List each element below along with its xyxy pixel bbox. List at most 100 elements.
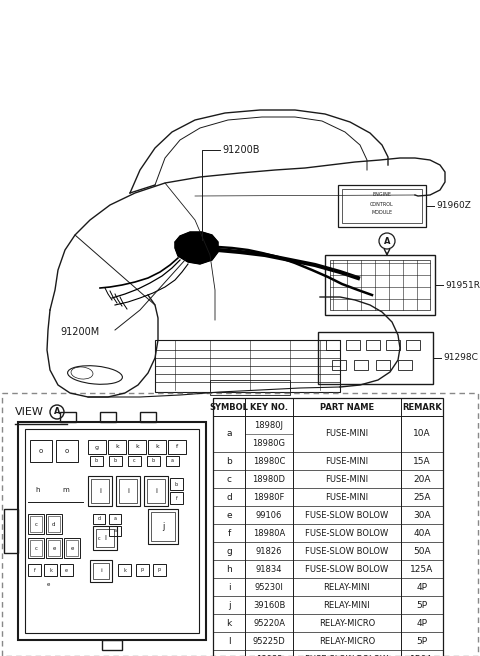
Bar: [398, 360, 412, 370]
Text: 18980D: 18980D: [252, 474, 286, 483]
Text: 15A: 15A: [413, 457, 431, 466]
Text: b: b: [114, 459, 117, 464]
Text: 30A: 30A: [413, 510, 431, 520]
Text: m: m: [225, 655, 233, 656]
Text: MODULE: MODULE: [372, 211, 393, 216]
Text: e: e: [70, 546, 74, 550]
Bar: [25, 429, 199, 633]
Bar: [119, 479, 137, 503]
Bar: [147, 479, 165, 503]
Text: KEY NO.: KEY NO.: [250, 403, 288, 411]
Text: f: f: [176, 495, 178, 501]
Text: 18980J: 18980J: [254, 420, 284, 430]
Text: i: i: [100, 569, 102, 573]
Text: FUSE-SLOW BOLOW: FUSE-SLOW BOLOW: [305, 565, 389, 573]
Bar: [48, 516, 60, 532]
Text: j: j: [162, 522, 164, 531]
Text: k: k: [49, 567, 52, 573]
Text: 10A: 10A: [413, 430, 431, 438]
Bar: [151, 512, 175, 541]
Text: RELAY-MICRO: RELAY-MICRO: [319, 636, 375, 646]
Text: c: c: [227, 474, 231, 483]
Text: 20A: 20A: [413, 474, 431, 483]
Text: l: l: [228, 636, 230, 646]
Text: FUSE-SLOW BOLOW: FUSE-SLOW BOLOW: [305, 546, 389, 556]
Text: 50A: 50A: [413, 546, 431, 556]
Bar: [90, 560, 112, 582]
Text: b: b: [152, 459, 155, 464]
Text: k: k: [227, 619, 232, 628]
Text: k: k: [123, 567, 126, 573]
Bar: [66, 540, 78, 556]
Text: 5P: 5P: [417, 636, 428, 646]
Text: 91298C: 91298C: [443, 354, 478, 363]
Text: ENGINE: ENGINE: [372, 192, 392, 197]
Text: 95225D: 95225D: [252, 636, 286, 646]
Bar: [342, 189, 422, 223]
Text: RELAY-MINI: RELAY-MINI: [324, 600, 371, 609]
Bar: [18, 422, 206, 640]
Bar: [148, 440, 166, 454]
Text: RELAY-MINI: RELAY-MINI: [324, 583, 371, 592]
Text: g: g: [95, 445, 99, 449]
Bar: [109, 456, 122, 466]
Text: FUSE-SLOW BOLOW: FUSE-SLOW BOLOW: [305, 510, 389, 520]
Text: FUSE-MINI: FUSE-MINI: [325, 430, 369, 438]
Text: k: k: [115, 445, 119, 449]
Text: i: i: [99, 488, 101, 494]
Bar: [128, 440, 146, 454]
Text: 18980G: 18980G: [252, 438, 286, 447]
Text: c: c: [98, 535, 100, 541]
Bar: [366, 340, 380, 350]
Bar: [406, 340, 420, 350]
Text: A: A: [384, 237, 390, 245]
Text: h: h: [226, 565, 232, 573]
Bar: [168, 440, 186, 454]
Text: 18980F: 18980F: [253, 493, 285, 501]
Bar: [28, 538, 44, 558]
Text: 91834: 91834: [256, 565, 282, 573]
Text: 18980C: 18980C: [253, 457, 285, 466]
Bar: [44, 564, 57, 576]
Text: FUSE-MINI: FUSE-MINI: [325, 493, 369, 501]
Text: 91200B: 91200B: [222, 145, 260, 155]
Bar: [102, 640, 122, 650]
Text: b: b: [95, 459, 98, 464]
Bar: [148, 509, 178, 544]
Text: RELAY-MICRO: RELAY-MICRO: [319, 619, 375, 628]
Bar: [109, 514, 121, 524]
Bar: [60, 564, 73, 576]
Text: d: d: [97, 516, 101, 522]
Text: a: a: [171, 459, 174, 464]
Bar: [90, 456, 103, 466]
Bar: [170, 478, 183, 490]
Bar: [93, 563, 109, 579]
Text: a: a: [226, 430, 232, 438]
Bar: [91, 479, 109, 503]
Bar: [108, 440, 126, 454]
Text: o: o: [39, 448, 43, 454]
Text: e: e: [226, 510, 232, 520]
Text: i: i: [228, 583, 230, 592]
Bar: [30, 440, 52, 462]
Bar: [96, 529, 114, 547]
Bar: [210, 380, 290, 395]
Text: 18982: 18982: [256, 655, 282, 656]
Text: 40A: 40A: [413, 529, 431, 537]
Text: d: d: [52, 522, 56, 527]
Bar: [326, 340, 340, 350]
Text: o: o: [65, 448, 69, 454]
Bar: [153, 564, 166, 576]
Bar: [2, 393, 478, 656]
Text: FUSE-MINI: FUSE-MINI: [325, 474, 369, 483]
Bar: [48, 540, 60, 556]
Text: 150A: 150A: [410, 655, 434, 656]
Bar: [46, 538, 62, 558]
Bar: [109, 526, 121, 536]
Bar: [30, 540, 42, 556]
Bar: [56, 440, 78, 462]
Text: d: d: [226, 493, 232, 501]
Text: FUSE-SLOW BOLOW: FUSE-SLOW BOLOW: [305, 655, 389, 656]
Bar: [93, 514, 105, 524]
Text: 18980A: 18980A: [253, 529, 285, 537]
